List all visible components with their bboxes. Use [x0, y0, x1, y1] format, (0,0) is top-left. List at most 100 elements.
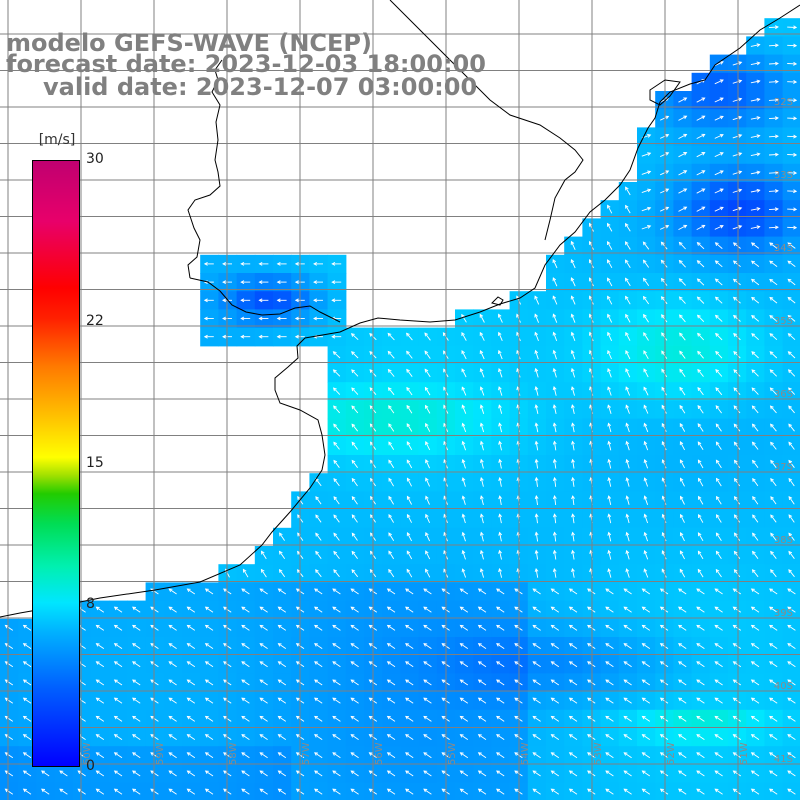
wind-arrow — [625, 477, 630, 487]
wind-cell — [0, 782, 19, 800]
wind-arrow — [678, 296, 686, 304]
wind-arrow — [787, 606, 796, 613]
wind-arrow — [679, 386, 686, 396]
wind-arrow — [714, 661, 723, 668]
wind-arrow — [625, 495, 630, 505]
wind-arrow — [461, 350, 467, 360]
wind-arrow — [113, 679, 123, 686]
wind-arrow — [788, 514, 795, 523]
wind-arrow — [787, 189, 798, 194]
wind-arrow — [714, 679, 723, 686]
wind-arrow — [332, 697, 341, 704]
wind-arrow — [423, 624, 432, 631]
wind-arrow — [787, 351, 796, 359]
wind-arrow — [350, 770, 359, 777]
wind-arrow — [642, 259, 650, 268]
wind-arrow — [186, 606, 196, 613]
lagoon-outline — [649, 79, 681, 106]
wind-arrow — [787, 80, 798, 84]
wind-arrow — [168, 624, 177, 631]
wind-arrow — [259, 697, 268, 704]
wind-arrow — [625, 386, 631, 396]
wind-arrow — [697, 386, 704, 396]
wind-arrow — [186, 770, 196, 777]
wind-arrow — [697, 350, 704, 359]
wind-arrow — [769, 260, 778, 267]
wind-arrow — [168, 734, 177, 740]
wind-arrow — [351, 532, 358, 541]
longitude-label: 56W — [374, 742, 385, 765]
wind-arrow — [387, 350, 395, 359]
wind-arrow — [787, 697, 796, 704]
wind-arrow — [788, 459, 795, 468]
wind-arrow — [77, 770, 86, 777]
wind-arrow — [461, 440, 467, 451]
wind-arrow — [660, 224, 670, 230]
wind-arrow — [277, 624, 287, 631]
wind-arrow — [696, 752, 705, 759]
latitude-labels: 32S 33S 34S 35S 36S 37S 38S 39S 40S 41S — [774, 97, 793, 765]
latitude-label: 35S — [774, 316, 793, 327]
wind-arrow — [479, 476, 484, 487]
wind-arrow — [733, 351, 741, 359]
wind-arrow — [497, 349, 503, 360]
wind-arrow — [787, 278, 796, 286]
wind-arrow — [770, 569, 777, 578]
wind-arrow — [423, 643, 432, 649]
wind-arrow — [769, 679, 778, 686]
wind-arrow — [534, 404, 539, 414]
wind-arrow — [697, 368, 704, 377]
wind-arrow — [479, 386, 485, 396]
wind-arrow — [716, 477, 722, 487]
colorbar-tick-label: 30 — [86, 151, 104, 167]
wind-arrow — [678, 588, 687, 595]
wind-arrow — [240, 298, 251, 303]
wind-arrow — [386, 606, 396, 613]
wind-arrow — [387, 332, 395, 341]
wind-arrow — [386, 643, 396, 649]
wind-arrow — [332, 734, 341, 740]
wind-arrow — [750, 225, 761, 230]
wind-arrow — [332, 752, 341, 759]
wind-arrow — [350, 624, 359, 631]
wind-arrow — [461, 458, 466, 469]
wind-arrow — [678, 206, 688, 212]
wind-arrow — [787, 260, 796, 267]
wind-arrow — [532, 661, 541, 668]
coastline — [0, 0, 800, 618]
wind-arrow — [678, 241, 686, 250]
wind-arrow — [276, 316, 287, 321]
wind-arrow — [714, 770, 723, 777]
wind-arrow — [386, 697, 396, 704]
wind-arrow — [623, 752, 632, 759]
wind-arrow — [750, 679, 760, 686]
wind-arrow — [498, 368, 503, 378]
wind-arrow — [498, 531, 503, 542]
wind-arrow — [751, 369, 759, 377]
wind-cell — [163, 782, 183, 800]
wind-arrow — [715, 332, 723, 341]
wind-arrow — [732, 715, 742, 722]
wind-arrow — [41, 788, 50, 795]
longitude-labels: 60W 59W 58W 57W 56W 55W 54W 53W 52W 51W — [82, 742, 750, 765]
wind-arrow — [696, 715, 705, 722]
wind-arrow — [732, 770, 742, 777]
wind-arrow — [552, 476, 557, 487]
wind-arrow — [696, 679, 705, 686]
wind-arrow — [113, 734, 123, 740]
wind-arrow — [315, 550, 322, 559]
wind-arrow — [660, 259, 668, 268]
wind-arrow — [315, 514, 322, 523]
wind-arrow — [277, 770, 287, 777]
colorbar-unit: [m/s] — [38, 132, 76, 148]
wind-arrow — [625, 513, 630, 524]
latitude-label: 40S — [774, 681, 793, 692]
wind-arrow — [459, 770, 469, 777]
wind-arrow — [425, 550, 431, 560]
wind-arrow — [641, 624, 651, 631]
wind-arrow — [314, 643, 323, 649]
wind-arrow — [550, 752, 560, 759]
wind-arrow — [732, 752, 742, 759]
wind-arrow — [714, 260, 723, 268]
wind-arrow — [605, 788, 614, 795]
